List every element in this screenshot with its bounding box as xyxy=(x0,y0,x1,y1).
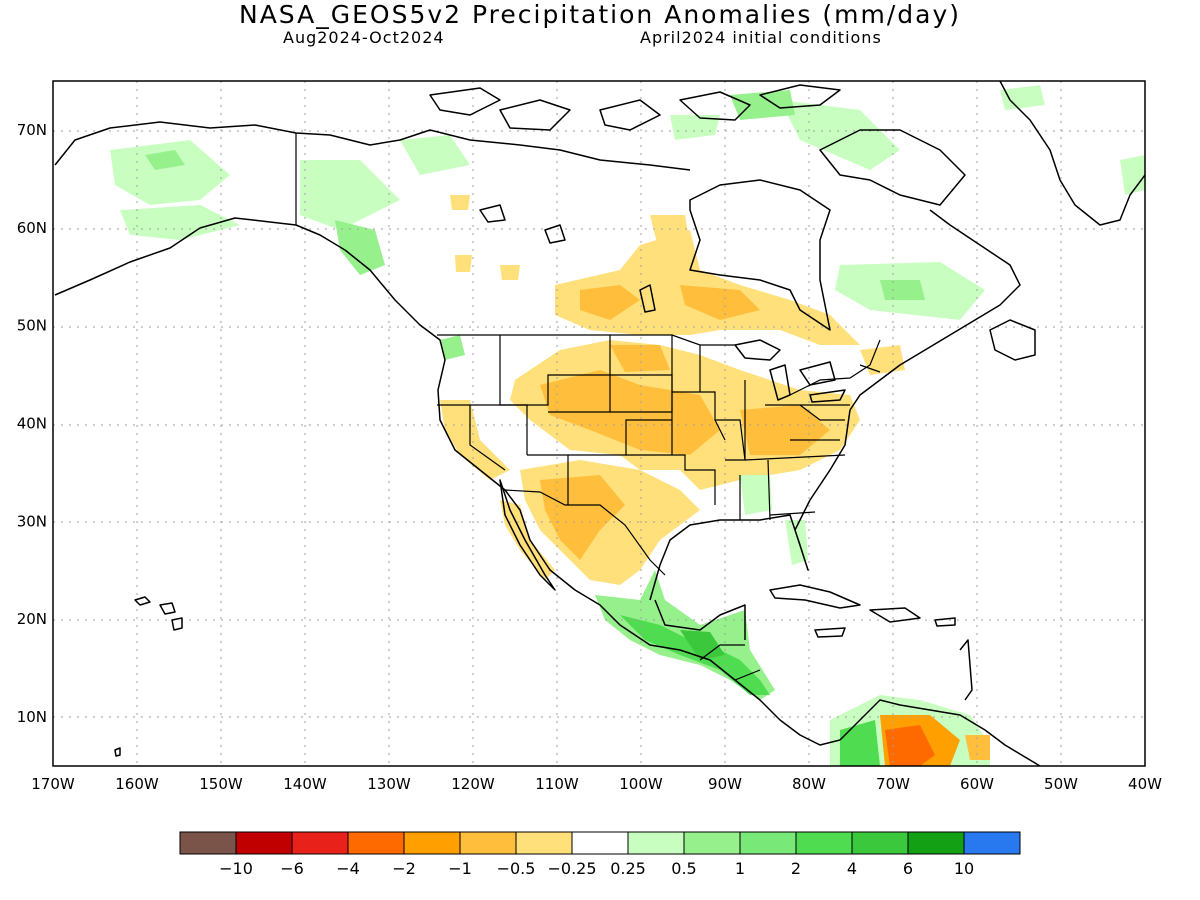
lon-tick-label: 150W xyxy=(199,775,243,793)
map-area xyxy=(53,81,1145,766)
lon-tick-label: 120W xyxy=(451,775,495,793)
colorbar-label: 0.5 xyxy=(671,859,696,878)
political-borders xyxy=(295,133,881,681)
lon-tick-label: 40W xyxy=(1128,775,1162,793)
lat-tick-label: 70N xyxy=(17,121,47,139)
lon-tick-label: 90W xyxy=(708,775,742,793)
lat-tick-label: 10N xyxy=(17,708,47,726)
colorbar-label: 2 xyxy=(791,859,801,878)
lon-tick-label: 110W xyxy=(535,775,579,793)
colorbar-label: 4 xyxy=(847,859,857,878)
lon-tick-label: 160W xyxy=(115,775,159,793)
forecast-period: Aug2024-Oct2024 xyxy=(283,28,445,47)
lon-tick-label: 60W xyxy=(960,775,994,793)
lon-tick-label: 130W xyxy=(367,775,411,793)
colorbar-swatch xyxy=(347,831,405,855)
colorbar-label: −6 xyxy=(280,859,304,878)
colorbar-swatch xyxy=(291,831,349,855)
colorbar-label: 0.25 xyxy=(610,859,646,878)
colorbar-swatch xyxy=(851,831,909,855)
colorbar-swatch xyxy=(571,831,629,855)
chart-title: NASA_GEOS5v2 Precipitation Anomalies (mm… xyxy=(239,0,961,29)
lon-tick-label: 50W xyxy=(1044,775,1078,793)
colorbar-swatch xyxy=(235,831,293,855)
lat-tick-label: 60N xyxy=(17,219,47,237)
colorbar-label: −1 xyxy=(448,859,472,878)
latitude-ticks: 10N 20N 30N 40N 50N 60N 70N xyxy=(17,121,47,726)
colorbar-label: 6 xyxy=(903,859,913,878)
lat-tick-label: 30N xyxy=(17,512,47,530)
lon-tick-label: 170W xyxy=(31,775,75,793)
colorbar-label: −10 xyxy=(219,859,253,878)
colorbar-swatch xyxy=(403,831,461,855)
lon-tick-label: 70W xyxy=(876,775,910,793)
colorbar-swatch xyxy=(459,831,517,855)
colorbar-swatch xyxy=(515,831,573,855)
lat-tick-label: 50N xyxy=(17,317,47,335)
lon-tick-label: 100W xyxy=(619,775,663,793)
colorbar-label: −0.25 xyxy=(547,859,596,878)
colorbar-swatch xyxy=(739,831,797,855)
colorbar-label: −2 xyxy=(392,859,416,878)
lon-tick-label: 140W xyxy=(283,775,327,793)
colorbar-swatch xyxy=(683,831,741,855)
lat-tick-label: 20N xyxy=(17,610,47,628)
longitude-ticks: 170W 160W 150W 140W 130W 120W 110W 100W 90W 80W 70… xyxy=(31,775,1162,793)
colorbar-swatch xyxy=(179,831,237,855)
lat-tick-label: 40N xyxy=(17,415,47,433)
colorbar-label: 1 xyxy=(735,859,745,878)
coastlines xyxy=(54,81,1145,766)
colorbar-label: −0.5 xyxy=(497,859,536,878)
colorbar-swatch xyxy=(627,831,685,855)
colorbar-swatch xyxy=(963,831,1021,855)
anomaly-shading xyxy=(110,85,1145,766)
colorbar-swatch xyxy=(795,831,853,855)
map-frame xyxy=(52,80,1146,767)
colorbar-label: −4 xyxy=(336,859,360,878)
colorbar: −10 −6 −4 −2 −1 −0.5 −0.25 0.25 0.5 1 2 4 6 10 xyxy=(179,831,1021,878)
initial-conditions: April2024 initial conditions xyxy=(640,28,882,47)
colorbar-swatch xyxy=(907,831,965,855)
graticule xyxy=(53,81,1145,766)
colorbar-label: 10 xyxy=(954,859,974,878)
lon-tick-label: 80W xyxy=(792,775,826,793)
